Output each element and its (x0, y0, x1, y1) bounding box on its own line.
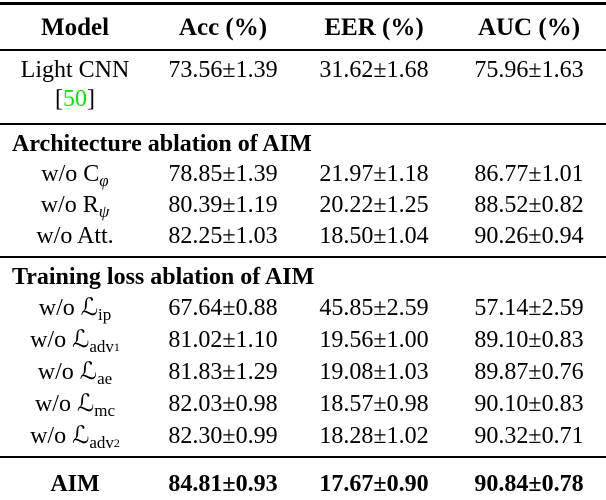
model-cell-light-cnn: Light CNN [50] (0, 50, 150, 125)
loss-symbol: ℒ (76, 389, 95, 417)
citation-bracket-open: [ (55, 86, 63, 112)
eer-value: 19.56±1.00 (319, 326, 429, 353)
eer-value: 18.28±1.02 (296, 420, 452, 458)
model-cell: w/o ℒip (0, 292, 150, 324)
model-cell: w/o ℒae (0, 356, 150, 388)
math-subscript: ae (97, 369, 113, 388)
math-symbol: R (82, 192, 99, 218)
auc-value: 90.10±0.83 (474, 390, 584, 417)
model-cell: w/o ℒmc (0, 388, 150, 420)
acc-value: 82.03±0.98 (168, 390, 278, 417)
auc-value: 88.52±0.82 (474, 192, 584, 218)
math-symbol: Att. (77, 223, 114, 249)
wo-prefix: w/o (37, 359, 80, 385)
table-row-wo-r: w/o Rψ 80.39±1.19 20.22±1.25 88.52±0.82 (0, 190, 606, 221)
auc-value: 90.84±0.78 (474, 471, 584, 497)
acc-value: 84.81±0.93 (168, 471, 278, 497)
math-subscript: adv (89, 337, 114, 356)
math-subscript: adv (89, 433, 114, 452)
auc-value: 89.10±0.83 (474, 326, 584, 353)
auc-value: 57.14±2.59 (474, 294, 584, 321)
section-title-text: Architecture ablation of AIM (12, 131, 312, 157)
model-cell: w/o Rψ (0, 190, 150, 221)
eer-value: 19.08±1.03 (319, 358, 429, 385)
table-row-wo-c: w/o Cφ 78.85±1.39 21.97±1.18 86.77±1.01 (0, 159, 606, 190)
auc-value: 90.32±0.71 (452, 420, 606, 458)
auc-value: 90.26±0.94 (452, 221, 606, 258)
table-row-wo-l-adv2: w/o ℒadv2 82.30±0.99 18.28±1.02 90.32±0.… (0, 420, 606, 458)
acc-value: 80.39±1.19 (168, 192, 278, 218)
eer-value: 20.22±1.25 (319, 192, 429, 218)
loss-symbol: ℒ (80, 293, 99, 321)
table-row-wo-att: w/o Att. 82.25±1.03 18.50±1.04 90.26±0.9… (0, 221, 606, 258)
column-header-model: Model (0, 5, 150, 51)
model-cell: w/o ℒadv1 (0, 324, 150, 356)
table-row-wo-l-ae: w/o ℒae 81.83±1.29 19.08±1.03 89.87±0.76 (0, 356, 606, 388)
header-row: Model Acc (%) EER (%) AUC (%) (0, 5, 606, 51)
table-row-aim: AIM 84.81±0.93 17.67±0.90 90.84±0.78 (0, 457, 606, 500)
section-header-training-loss: Training loss ablation of AIM (0, 257, 606, 292)
column-header-eer: EER (%) (296, 5, 452, 51)
eer-value: 21.97±1.18 (319, 161, 429, 187)
model-name: Light CNN (20, 57, 130, 83)
math-subsubscript: 2 (113, 436, 120, 450)
loss-symbol: ℒ (72, 421, 90, 449)
eer-value: 31.62±1.68 (296, 50, 452, 125)
results-table: Model Acc (%) EER (%) AUC (%) Light CNN … (0, 5, 606, 500)
model-cell: w/o ℒadv2 (0, 420, 150, 458)
auc-value: 86.77±1.01 (474, 161, 584, 187)
acc-value: 67.64±0.88 (168, 294, 278, 321)
math-subscript: mc (94, 401, 116, 420)
section-header-architecture: Architecture ablation of AIM (0, 124, 606, 159)
wo-prefix: w/o (40, 192, 83, 218)
acc-value: 82.25±1.03 (150, 221, 296, 258)
acc-value: 81.02±1.10 (168, 326, 278, 353)
auc-value: 75.96±1.63 (452, 50, 606, 125)
table-row-wo-l-ip: w/o ℒip 67.64±0.88 45.85±2.59 57.14±2.59 (0, 292, 606, 324)
citation-bracket-close: ] (87, 86, 95, 112)
acc-value: 81.83±1.29 (168, 358, 278, 385)
math-subscript: ip (98, 305, 112, 324)
eer-value: 45.85±2.59 (319, 294, 429, 321)
math-symbol: C (83, 161, 100, 187)
wo-prefix: w/o (41, 161, 84, 187)
table-row-light-cnn: Light CNN [50] 73.56±1.39 31.62±1.68 75.… (0, 50, 606, 125)
column-header-auc: AUC (%) (452, 5, 606, 51)
section-title-text: Training loss ablation of AIM (12, 264, 315, 290)
wo-prefix: w/o (36, 223, 77, 249)
wo-prefix: w/o (38, 295, 81, 321)
eer-value: 18.57±0.98 (319, 390, 429, 417)
model-cell: w/o Att. (0, 221, 150, 258)
acc-value: 73.56±1.39 (150, 50, 296, 125)
math-subscript: φ (99, 171, 109, 190)
loss-symbol: ℒ (79, 357, 98, 385)
eer-value: 18.50±1.04 (296, 221, 452, 258)
model-cell: w/o Cφ (0, 159, 150, 190)
table-row-wo-l-adv1: w/o ℒadv1 81.02±1.10 19.56±1.00 89.10±0.… (0, 324, 606, 356)
wo-prefix: w/o (30, 327, 73, 353)
table-row-wo-l-mc: w/o ℒmc 82.03±0.98 18.57±0.98 90.10±0.83 (0, 388, 606, 420)
eer-value: 17.67±0.90 (319, 471, 429, 497)
acc-value: 78.85±1.39 (168, 161, 278, 187)
math-subsubscript: 1 (113, 340, 120, 354)
citation-link[interactable]: 50 (63, 86, 87, 112)
wo-prefix: w/o (30, 423, 73, 449)
auc-value: 89.87±0.76 (474, 358, 584, 385)
acc-value: 82.30±0.99 (150, 420, 296, 458)
column-header-acc: Acc (%) (150, 5, 296, 51)
math-subscript: ψ (98, 202, 110, 221)
wo-prefix: w/o (34, 391, 77, 417)
loss-symbol: ℒ (72, 325, 90, 353)
model-cell-aim: AIM (50, 471, 100, 497)
